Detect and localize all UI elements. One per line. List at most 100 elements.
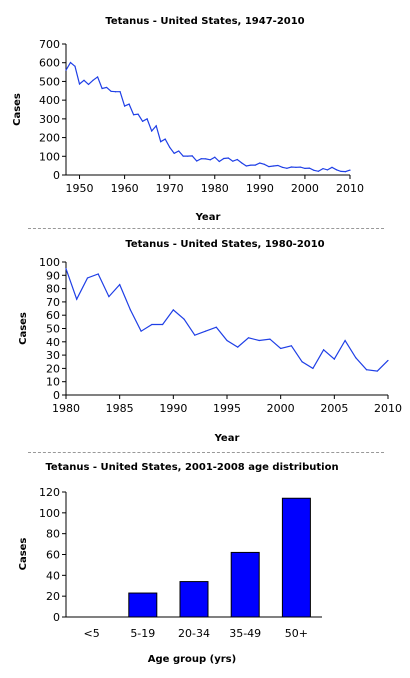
data-point (241, 162, 243, 164)
line-chart-1980-2010: Tetanus - United States, 1980-2010 010203… (18, 239, 402, 444)
data-point (258, 339, 260, 342)
data-point (323, 349, 325, 351)
data-point (295, 166, 297, 168)
data-point (232, 160, 234, 162)
data-point (83, 79, 85, 81)
y-tick-label: 20 (46, 362, 60, 375)
data-point (140, 330, 142, 332)
y-tick-label: 500 (39, 75, 60, 88)
data-point (247, 337, 250, 339)
data-point (227, 157, 229, 159)
x-tick-label: 1990 (159, 402, 187, 415)
x-tick-label: 1960 (111, 182, 139, 195)
y-tick-label: 70 (46, 296, 60, 309)
x-tick-label: 1995 (213, 402, 241, 415)
data-point (191, 155, 193, 157)
data-point (87, 83, 90, 86)
data-point (119, 284, 121, 286)
data-point (215, 326, 217, 328)
x-category-label: 50+ (285, 627, 308, 640)
data-point (254, 164, 256, 166)
data-point (119, 91, 121, 93)
y-tick-label: 80 (46, 283, 60, 296)
chart-title: Tetanus - United States, 1947-2010 (105, 16, 304, 27)
data-point (313, 169, 315, 171)
y-tick-label: 0 (53, 389, 60, 402)
x-tick-label: 2000 (291, 182, 319, 195)
series-line (65, 268, 389, 372)
x-axis-label: Year (214, 433, 240, 444)
data-point (322, 168, 324, 170)
y-tick-label: 600 (39, 57, 60, 70)
data-point (290, 166, 292, 168)
data-point (387, 359, 389, 362)
data-point (344, 339, 346, 342)
data-point (365, 369, 368, 371)
data-point (209, 159, 211, 161)
chart-title: Tetanus - United States, 1980-2010 (125, 239, 324, 250)
data-point (196, 160, 198, 162)
x-tick-label: 2010 (336, 182, 364, 195)
data-point (92, 79, 94, 81)
x-tick-label: 1990 (246, 182, 274, 195)
x-category-label: 20-34 (178, 627, 210, 640)
data-point (317, 170, 320, 172)
data-point (142, 120, 144, 122)
x-tick-label: 1970 (156, 182, 184, 195)
data-point (205, 158, 207, 160)
data-point (376, 370, 378, 372)
x-tick-label: 1985 (106, 402, 134, 415)
data-point (187, 155, 189, 157)
data-point (280, 347, 282, 350)
data-point (259, 162, 261, 164)
data-point (263, 163, 265, 165)
data-point (164, 138, 166, 140)
data-point (355, 357, 357, 359)
chart-title: Tetanus - United States, 2001-2008 age d… (45, 462, 338, 473)
data-point (245, 165, 247, 167)
data-point (128, 103, 130, 105)
data-point (78, 83, 81, 85)
chart-1947-2010: Tetanus - United States, 1947-2010 0 100 20… (0, 0, 410, 228)
y-tick-label: 100 (39, 256, 60, 269)
data-point (129, 309, 131, 311)
data-point (340, 170, 342, 173)
y-tick-label: 400 (39, 94, 60, 107)
data-point (155, 125, 157, 127)
data-point (218, 160, 220, 163)
data-point (97, 273, 99, 275)
y-tick-label: 0 (53, 611, 60, 624)
bar (281, 497, 311, 618)
data-point (172, 309, 174, 311)
x-category-label: 5-19 (130, 627, 155, 640)
divider (28, 228, 384, 229)
data-point (74, 65, 76, 67)
x-tick-label: 1950 (66, 182, 94, 195)
x-tick-label: 2005 (320, 402, 348, 415)
data-point (269, 338, 271, 340)
x-axis-label: Year (195, 212, 221, 223)
data-point (301, 361, 303, 363)
data-point (86, 277, 89, 279)
data-point (272, 165, 274, 167)
data-point (333, 358, 335, 360)
y-tick-label: 200 (39, 132, 60, 145)
data-point (101, 87, 103, 90)
x-tick-label: 2010 (374, 402, 402, 415)
divider (28, 452, 384, 453)
data-point (299, 166, 302, 168)
x-axis-label: Age group (yrs) (148, 654, 236, 665)
y-tick-label: 40 (46, 569, 60, 582)
bar-chart-age-distribution: Tetanus - United States, 2001-2008 age d… (18, 462, 339, 665)
data-point (344, 171, 347, 173)
data-point (304, 167, 306, 170)
data-point (182, 155, 184, 157)
data-point (76, 298, 78, 300)
data-point (290, 345, 292, 347)
y-tick-label: 80 (46, 528, 60, 541)
y-tick-label: 0 (53, 169, 60, 182)
x-tick-label: 1980 (201, 182, 229, 195)
data-point (326, 169, 329, 171)
data-point (308, 167, 311, 169)
data-point (105, 86, 108, 89)
